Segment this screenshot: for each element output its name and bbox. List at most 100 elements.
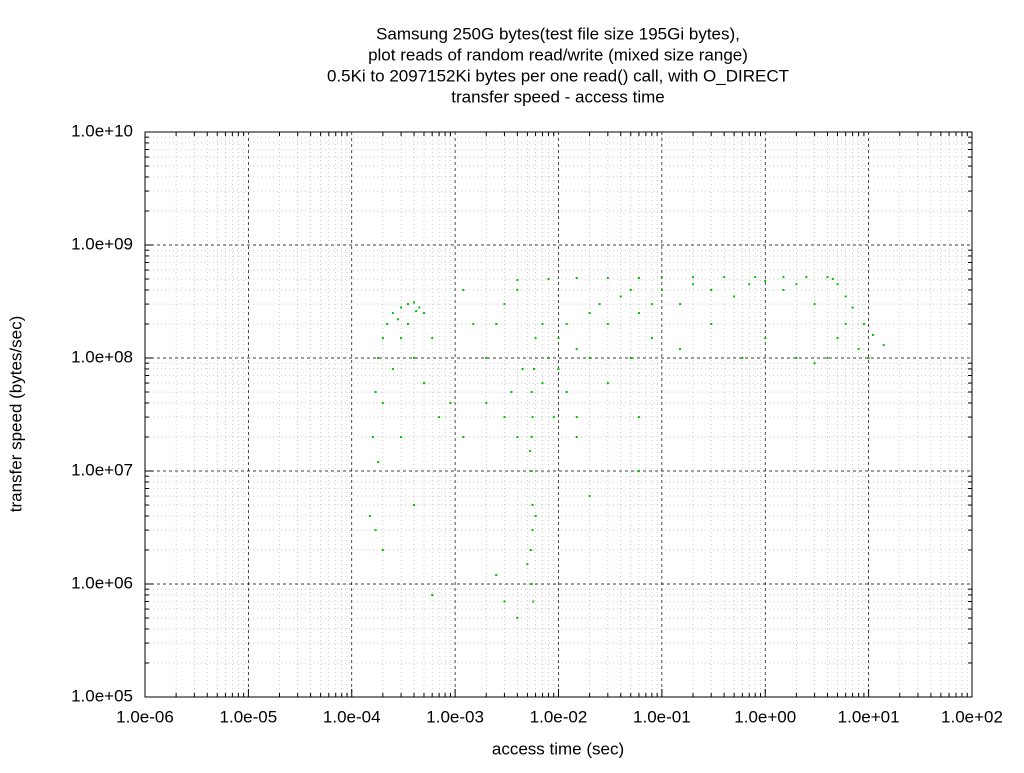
chart-title: transfer speed - access time	[451, 87, 665, 106]
point	[438, 416, 441, 419]
point	[412, 301, 415, 304]
point	[552, 416, 555, 419]
point	[386, 322, 389, 325]
point	[495, 574, 498, 577]
point	[472, 322, 475, 325]
point	[516, 279, 519, 282]
point	[836, 337, 839, 340]
point	[557, 367, 560, 370]
point	[396, 318, 399, 321]
point	[423, 382, 426, 385]
point	[637, 277, 640, 280]
point	[534, 514, 537, 517]
y-tick-label: 1.0e+07	[71, 460, 133, 479]
point	[412, 504, 415, 507]
point	[723, 276, 726, 279]
point	[431, 593, 434, 596]
point	[748, 283, 751, 286]
x-tick-label: 1.0e-05	[220, 707, 278, 726]
point	[503, 600, 506, 603]
point	[598, 303, 601, 306]
x-tick-label: 1.0e-03	[426, 707, 484, 726]
point	[679, 348, 682, 351]
point	[575, 416, 578, 419]
point	[691, 276, 694, 279]
point	[547, 357, 550, 359]
point	[764, 280, 767, 283]
point	[391, 312, 394, 315]
point	[495, 322, 498, 325]
point	[831, 278, 834, 281]
point	[516, 288, 519, 291]
point	[374, 529, 377, 532]
point	[836, 283, 839, 286]
point	[871, 333, 874, 336]
point	[516, 617, 519, 620]
x-tick-label: 1.0e+01	[838, 707, 900, 726]
point	[530, 470, 533, 472]
y-tick-label: 1.0e+08	[71, 347, 133, 366]
point	[660, 276, 663, 279]
points	[368, 276, 885, 620]
point	[374, 391, 377, 394]
x-tick-label: 1.0e+02	[941, 707, 1003, 726]
chart-title: Samsung 250G bytes(test file size 195Gi …	[376, 24, 740, 43]
point	[862, 322, 865, 325]
point	[629, 357, 632, 359]
point	[547, 278, 550, 281]
point	[418, 306, 421, 309]
point	[795, 357, 798, 359]
point	[606, 277, 609, 280]
x-tick-label: 1.0e-02	[530, 707, 588, 726]
point	[867, 357, 870, 359]
point	[530, 583, 533, 585]
point	[575, 277, 578, 280]
point	[521, 367, 524, 370]
point	[368, 514, 371, 517]
point	[381, 548, 384, 551]
point	[485, 357, 488, 359]
point	[565, 391, 568, 394]
y-axis-label: transfer speed (bytes/sec)	[6, 316, 25, 513]
point	[400, 435, 403, 438]
point	[530, 435, 533, 438]
point	[679, 303, 682, 306]
point	[462, 435, 465, 438]
point	[637, 312, 640, 315]
point	[575, 348, 578, 351]
point	[813, 303, 816, 306]
point	[503, 416, 506, 419]
point	[412, 357, 415, 359]
x-tick-label: 1.0e-04	[323, 707, 381, 726]
point	[588, 495, 591, 498]
point	[391, 367, 394, 370]
point	[400, 337, 403, 340]
point	[844, 295, 847, 298]
point	[795, 283, 798, 286]
point	[650, 303, 653, 306]
point	[485, 401, 488, 404]
point	[423, 312, 426, 315]
point	[557, 337, 560, 340]
point	[531, 504, 534, 507]
point	[531, 529, 534, 532]
point	[650, 337, 653, 340]
point	[764, 337, 767, 340]
point	[377, 461, 380, 464]
point	[381, 401, 384, 404]
x-axis-label: access time (sec)	[492, 739, 624, 758]
point	[415, 310, 418, 313]
point	[431, 337, 434, 340]
point	[660, 288, 663, 291]
point	[381, 337, 384, 340]
point	[733, 295, 736, 298]
point	[741, 357, 744, 359]
point	[813, 362, 816, 365]
point	[882, 344, 885, 347]
y-tick-label: 1.0e+10	[71, 121, 133, 140]
x-tick-label: 1.0e-06	[116, 707, 174, 726]
point	[637, 470, 640, 472]
point	[691, 283, 694, 286]
